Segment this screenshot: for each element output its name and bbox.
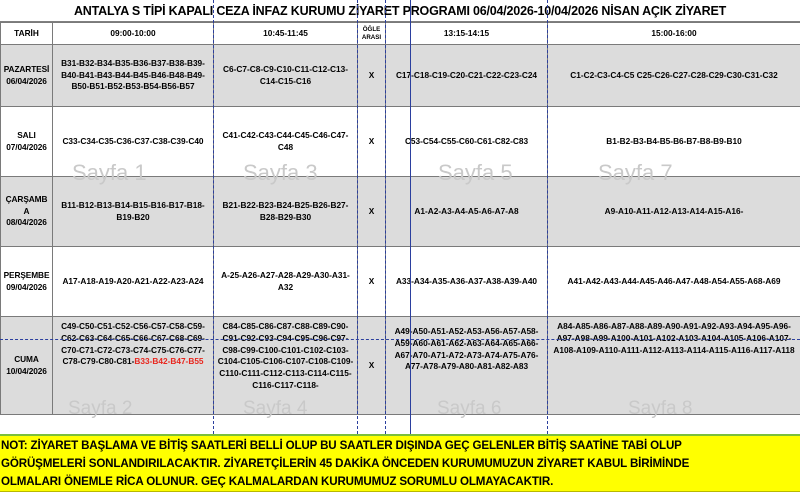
day-name: PAZARTESİ (3, 63, 50, 74)
table-row: PERŞEMBE 09/04/2026 A17-A18-A19-A20-A21-… (0, 246, 800, 317)
cell-persembe-slot4: A41-A42-A43-A44-A45-A46-A47-A48-A54-A55-… (547, 246, 800, 317)
day-date: 09/04/2026 (6, 281, 47, 292)
day-name: PERŞEMBE (3, 269, 50, 280)
cell-cuma-slot4: A84-A85-A86-A87-A88-A89-A90-A91-A92-A93-… (547, 316, 800, 415)
cell-carsamba-slot4: A9-A10-A11-A12-A13-A14-A15-A16- (547, 176, 800, 247)
day-name: SALI (17, 129, 36, 140)
cell-carsamba-slot3: A1-A2-A3-A4-A5-A6-A7-A8 (385, 176, 548, 247)
cell-persembe-slot2: A-25-A26-A27-A28-A29-A30-A31-A32 (213, 246, 358, 317)
row-day-carsamba: ÇARŞAMBA 08/04/2026 (0, 176, 53, 247)
day-date: 10/04/2026 (6, 365, 47, 376)
cell-pazartesi-slot4: C1-C2-C3-C4-C5 C25-C26-C27-C28-C29-C30-C… (547, 44, 800, 107)
cell-carsamba-slot1: B11-B12-B13-B14-B15-B16-B17-B18-B19-B20 (52, 176, 214, 247)
day-date: 08/04/2026 (6, 217, 47, 228)
header-date: TARİH (0, 22, 53, 45)
day-date: 06/04/2026 (6, 75, 47, 86)
cell-persembe-lunch: X (357, 246, 386, 317)
cell-persembe-slot3: A33-A34-A35-A36-A37-A38-A39-A40 (385, 246, 548, 317)
row-day-sali: SALI 07/04/2026 (0, 106, 53, 177)
footer-note-line-1: NOT: ZİYARET BAŞLAMA VE BİTİŞ SAATLERİ B… (1, 439, 682, 452)
row-day-cuma: CUMA 10/04/2026 (0, 316, 53, 415)
cell-cuma-slot1-red: B33-B42-B47-B55 (134, 356, 204, 367)
cell-persembe-slot1: A17-A18-A19-A20-A21-A22-A23-A24 (52, 246, 214, 317)
header-slot-1: 09:00-10:00 (52, 22, 214, 45)
cell-sali-slot4: B1-B2-B3-B4-B5-B6-B7-B8-B9-B10 (547, 106, 800, 177)
row-day-pazartesi: PAZARTESİ 06/04/2026 (0, 44, 53, 107)
cell-cuma-slot1-black: C49-C50-C51-C52-C56-C57-C58-C59-C62-C63-… (61, 321, 205, 367)
page-title: ANTALYA S TİPİ KAPALI CEZA İNFAZ KURUMU … (0, 0, 800, 22)
footer-note-line-2: GÖRÜŞMELERİ SONLANDIRILACAKTIR. ZİYARETÇ… (1, 457, 690, 470)
day-date: 07/04/2026 (6, 141, 47, 152)
cell-sali-slot3: C53-C54-C55-C60-C61-C82-C83 (385, 106, 548, 177)
cell-carsamba-lunch: X (357, 176, 386, 247)
day-name: CUMA (14, 353, 39, 364)
cell-pazartesi-slot1: B31-B32-B34-B35-B36-B37-B38-B39-B40-B41-… (52, 44, 214, 107)
table-row: CUMA 10/04/2026 C49-C50-C51-C52-C56-C57-… (0, 316, 800, 415)
row-day-persembe: PERŞEMBE 09/04/2026 (0, 246, 53, 317)
header-slot-4: 15:00-16:00 (547, 22, 800, 45)
visit-schedule-table: TARİH 09:00-10:00 10:45-11:45 ÖĞLE ARASI… (0, 22, 800, 415)
cell-pazartesi-lunch: X (357, 44, 386, 107)
cell-sali-slot2: C41-C42-C43-C44-C45-C46-C47-C48 (213, 106, 358, 177)
cell-cuma-slot2: C84-C85-C86-C87-C88-C89-C90-C91-C92-C93-… (213, 316, 358, 415)
table-row: PAZARTESİ 06/04/2026 B31-B32-B34-B35-B36… (0, 44, 800, 107)
cell-pazartesi-slot3: C17-C18-C19-C20-C21-C22-C23-C24 (385, 44, 548, 107)
cell-sali-lunch: X (357, 106, 386, 177)
table-row: ÇARŞAMBA 08/04/2026 B11-B12-B13-B14-B15-… (0, 176, 800, 247)
footer-note: NOT: ZİYARET BAŞLAMA VE BİTİŞ SAATLERİ B… (0, 434, 800, 492)
header-lunch-line1: ÖĞLE (362, 26, 381, 34)
cell-pazartesi-slot2: C6-C7-C8-C9-C10-C11-C12-C13-C14-C15-C16 (213, 44, 358, 107)
header-lunch-line2: ARASI (361, 33, 382, 41)
cell-cuma-slot3: A49-A50-A51-A52-A53-A56-A57-A58-A59-A60-… (385, 316, 548, 415)
header-slot-2: 10:45-11:45 (213, 22, 358, 45)
cell-cuma-lunch: X (357, 316, 386, 415)
footer-note-line-3: OLMALARI ÖNEMLE RİCA OLUNUR. GEÇ KALMALA… (1, 475, 554, 488)
cell-cuma-slot1: C49-C50-C51-C52-C56-C57-C58-C59-C62-C63-… (52, 316, 214, 415)
cell-carsamba-slot2: B21-B22-B23-B24-B25-B26-B27-B28-B29-B30 (213, 176, 358, 247)
day-name: ÇARŞAMBA (5, 193, 48, 216)
table-row: SALI 07/04/2026 C33-C34-C35-C36-C37-C38-… (0, 106, 800, 177)
table-header-row: TARİH 09:00-10:00 10:45-11:45 ÖĞLE ARASI… (0, 22, 800, 45)
header-lunch-break: ÖĞLE ARASI (357, 22, 386, 45)
header-slot-3: 13:15-14:15 (385, 22, 548, 45)
cell-sali-slot1: C33-C34-C35-C36-C37-C38-C39-C40 (52, 106, 214, 177)
